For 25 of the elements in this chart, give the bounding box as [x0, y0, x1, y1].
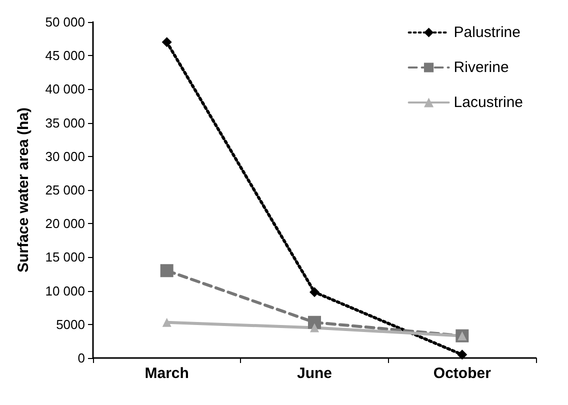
y-tick-label: 35 000 — [45, 115, 85, 130]
point — [310, 323, 319, 332]
y-tick-label: 40 000 — [45, 82, 85, 97]
legend-label: Riverine — [454, 59, 509, 76]
point — [162, 318, 172, 327]
point — [310, 287, 320, 298]
y-tick-label: 10 000 — [45, 283, 85, 298]
point — [308, 316, 321, 329]
legend-label: Lacustrine — [454, 94, 524, 111]
y-tick-label: 25 000 — [45, 182, 85, 198]
y-tick-label: 15 000 — [45, 250, 85, 265]
x-tick-label: June — [296, 365, 332, 382]
x-tick-label: October — [433, 365, 492, 382]
y-axis-title: Surface water area (ha) — [15, 107, 32, 273]
y-tick-label: 0 — [78, 350, 85, 366]
x-tick-label: March — [144, 365, 189, 382]
y-tick-label: 45 000 — [45, 48, 85, 64]
y-tick-label: 20 000 — [45, 216, 85, 232]
point — [162, 37, 172, 48]
y-tick-label: 30 000 — [45, 148, 85, 164]
legend-label: Palustrine — [454, 24, 520, 41]
point — [457, 350, 468, 360]
y-tick-label: 50 000 — [45, 14, 85, 30]
point — [160, 264, 174, 278]
y-tick-label: 5000 — [56, 316, 85, 332]
